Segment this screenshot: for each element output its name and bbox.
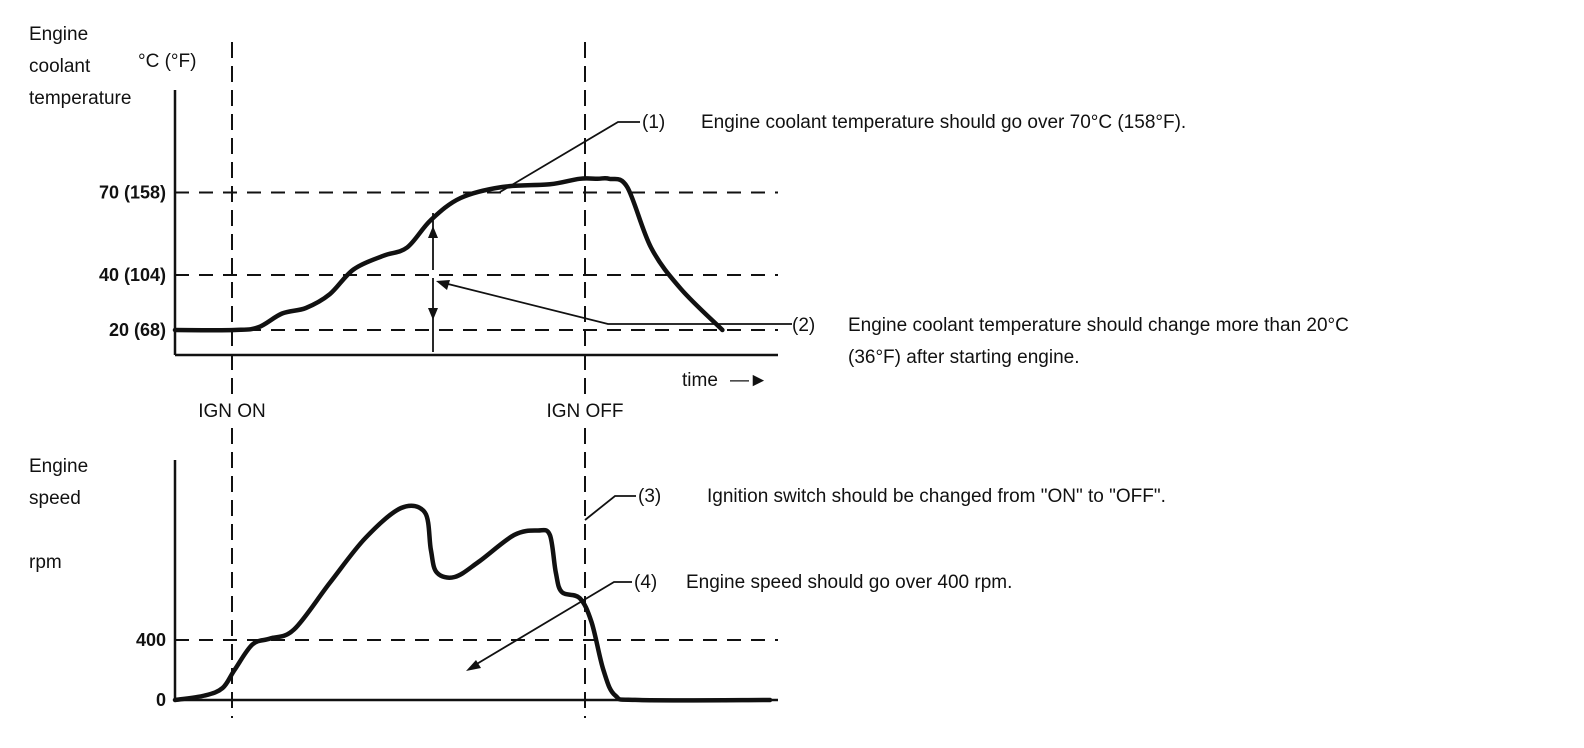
annotation-3-text: Ignition switch should be changed from "… [707, 486, 1166, 507]
coolant-series [172, 175, 725, 333]
speed-series [172, 503, 773, 703]
annotation-4-marker: (4) [634, 572, 657, 593]
coolant-ylabel-line2: coolant [29, 56, 91, 77]
annotation-3-marker: (3) [638, 486, 661, 507]
annotation-4-leader [469, 581, 632, 669]
annotation-1-leader [499, 121, 640, 193]
coolant-unit-label: °C (°F) [138, 51, 196, 72]
annotation-1-marker: (1) [642, 112, 665, 133]
y-tick-label-20: 20 (68) [109, 320, 166, 340]
annotation-4-arrowhead [466, 660, 481, 671]
speed-unit-label: rpm [29, 552, 62, 573]
change-arrow-lower-head [428, 308, 438, 320]
annotation-2-arrowhead [436, 280, 450, 290]
ign-off-label: IGN OFF [546, 401, 623, 422]
engine-speed-curve [172, 503, 773, 703]
change-arrow-upper-head [428, 226, 438, 238]
coolant-event-lines [231, 42, 586, 395]
annotation-2-text-line2: (36°F) after starting engine. [848, 347, 1080, 368]
annotation-1: (1) Engine coolant temperature should go… [499, 112, 1186, 193]
coolant-temperature-chart: Engine coolant temperature °C (°F) 70 (1… [29, 24, 1349, 422]
coolant-ylabel-line3: temperature [29, 88, 131, 109]
annotation-2-text-line1: Engine coolant temperature should change… [848, 315, 1349, 336]
y-tick-label-0: 0 [156, 690, 166, 710]
speed-ylabel-line1: Engine [29, 456, 88, 477]
speed-ylabel-line2: speed [29, 488, 81, 509]
coolant-tick-labels: 70 (158) 40 (104) 20 (68) [99, 183, 166, 341]
coolant-temperature-curve [172, 175, 725, 333]
annotation-1-text: Engine coolant temperature should go ove… [701, 112, 1186, 133]
annotation-4-text: Engine speed should go over 400 rpm. [686, 572, 1012, 593]
coolant-xlabel: time [682, 370, 718, 391]
speed-event-lines [231, 428, 586, 718]
annotation-2: (2) Engine coolant temperature should ch… [436, 280, 1349, 368]
coolant-xlabel-arrow: —► [730, 370, 768, 391]
annotation-3: (3) Ignition switch should be changed fr… [584, 486, 1166, 521]
engine-speed-chart: Engine speed rpm 400 0 (3) Ignition switc… [29, 428, 1166, 718]
annotation-4: (4) Engine speed should go over 400 rpm. [466, 572, 1012, 671]
annotation-2-leader [439, 281, 792, 325]
coolant-ylabel-line1: Engine [29, 24, 88, 45]
ign-on-label: IGN ON [198, 401, 266, 422]
annotation-3-leader [584, 495, 636, 521]
temperature-change-arrow [428, 213, 438, 352]
speed-tick-labels: 400 0 [136, 630, 166, 710]
y-tick-label-400: 400 [136, 630, 166, 650]
y-tick-label-70: 70 (158) [99, 183, 166, 203]
y-tick-label-40: 40 (104) [99, 265, 166, 285]
annotation-2-marker: (2) [792, 315, 815, 336]
